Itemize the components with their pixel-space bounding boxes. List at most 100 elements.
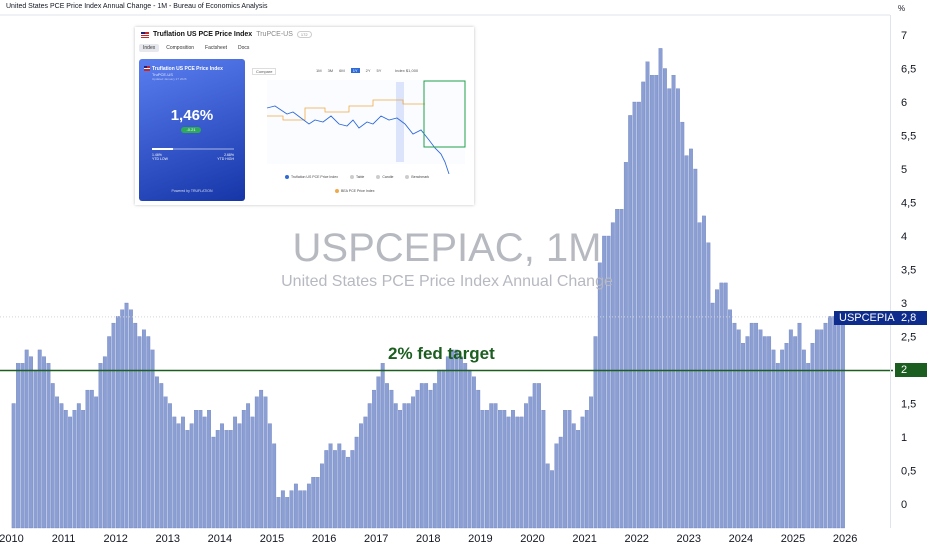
chart-bar: [311, 477, 316, 529]
chart-bar: [476, 389, 481, 529]
chart-bar: [185, 430, 190, 529]
chart-bar: [832, 316, 837, 529]
chart-bar: [150, 349, 155, 529]
chart-bar: [810, 343, 815, 529]
chart-bar: [406, 403, 411, 529]
chart-bar: [597, 262, 602, 529]
y-tick-label: 5: [901, 164, 907, 176]
time-axis[interactable]: 2010 2011 2012 2013 2014 2015 2016 2017 2018 2019…: [0, 533, 857, 545]
chart-bar: [719, 282, 724, 529]
chart-bar: [471, 376, 476, 529]
chart-bar: [728, 309, 732, 529]
inset-period-5y: 5Y: [376, 68, 382, 73]
x-tick-label: 2025: [781, 533, 805, 545]
chart-bar: [280, 490, 285, 529]
chart-bar: [333, 450, 337, 529]
inset-truflation-line: [266, 105, 450, 174]
x-tick-label: 2018: [416, 533, 440, 545]
chart-bar: [24, 349, 29, 529]
chart-bar: [697, 222, 702, 529]
chart-bar: [749, 322, 754, 529]
chart-bar: [259, 389, 264, 529]
chart-bar: [793, 336, 798, 529]
chart-bar: [550, 470, 554, 529]
chart-bar: [246, 403, 251, 529]
chart-bar: [306, 483, 311, 529]
inset-legend-item: Truflation US PCE Price Index: [285, 175, 338, 180]
chart-bar: [55, 396, 60, 529]
chart-bar: [584, 410, 589, 529]
chart-bar: [623, 162, 628, 529]
chart-bar: [328, 443, 333, 529]
chart-bar: [141, 329, 146, 529]
chart-bar: [754, 322, 759, 529]
chart-header-title: United States PCE Price Index Annual Cha…: [6, 3, 268, 10]
chart-bar: [537, 383, 541, 529]
chart-bar: [224, 430, 229, 529]
chart-bar: [732, 322, 737, 529]
inset-legend-item: Candle: [376, 175, 393, 180]
price-axis[interactable]: 00,511,522,533,544,555,566,57: [901, 30, 916, 511]
chart-bar: [806, 363, 811, 529]
chart-bar: [502, 410, 507, 529]
chart-bar: [684, 155, 689, 529]
chart-bar: [350, 450, 355, 529]
chart-bar: [498, 410, 502, 529]
inset-legend: Truflation US PCE Price Index Table Cand…: [285, 175, 429, 180]
chart-bar: [398, 410, 402, 529]
chart-bar: [645, 61, 650, 529]
inset-period-1y: 1Y: [350, 68, 360, 73]
y-tick-label: 0,5: [901, 466, 916, 478]
chart-bar: [619, 209, 624, 529]
y-tick-label: 0: [901, 499, 907, 511]
chart-bar: [215, 430, 220, 529]
chart-bar: [458, 356, 463, 529]
x-tick-label: 2011: [52, 533, 76, 545]
legend-dot-icon: [376, 175, 381, 180]
chart-bar: [827, 316, 832, 529]
chart-bar: [762, 336, 767, 529]
chart-bar: [380, 363, 385, 529]
y-tick-label: 1,5: [901, 399, 916, 411]
chart-bar: [250, 416, 255, 529]
chart-bar: [558, 436, 563, 529]
chart-bar: [85, 389, 90, 529]
x-tick-label: 2012: [103, 533, 127, 545]
chart-bar: [524, 403, 528, 529]
x-tick-label: 2021: [572, 533, 596, 545]
chart-bar: [667, 88, 672, 529]
inset-index-card: Truflation US PCE Price Index TruPCE-US …: [139, 59, 245, 201]
card-high: 2.68% YTD HIGH: [217, 153, 234, 161]
chart-bar: [16, 363, 20, 529]
fed-target-tag: 2: [895, 363, 927, 377]
chart-bar: [81, 410, 86, 529]
chart-bar: [771, 349, 776, 529]
chart-bar: [775, 363, 780, 529]
chart-bar: [819, 329, 824, 529]
chart-bar: [424, 383, 429, 529]
chart-bar: [541, 410, 546, 529]
chart-bar: [159, 383, 164, 529]
chart-bar: [676, 88, 680, 529]
y-tick-label: 4,5: [901, 198, 916, 210]
x-tick-label: 2010: [0, 533, 24, 545]
chart-bar: [163, 396, 168, 529]
chart-bar: [441, 369, 446, 529]
chart-bar: [37, 349, 42, 529]
chart-bar: [202, 416, 207, 529]
fed-target-annotation[interactable]: 2% fed target: [388, 344, 495, 363]
inset-periods: 1M 3M 6M 1Y 2Y 5Y: [316, 68, 381, 73]
chart-bar: [385, 383, 389, 529]
card-low-label: YTD LOW: [152, 157, 168, 161]
chart-bar: [480, 410, 485, 529]
chart-bar: [450, 349, 455, 529]
y-tick-label: 6: [901, 97, 907, 109]
chart-bar: [841, 316, 845, 529]
inset-tab-composition: Composition: [166, 45, 195, 51]
inset-title: Truflation US PCE Price Index: [153, 31, 253, 38]
chart-bar: [68, 416, 73, 529]
chart-bar: [680, 121, 685, 529]
chart-bar: [589, 396, 594, 529]
chart-bar: [115, 316, 120, 529]
